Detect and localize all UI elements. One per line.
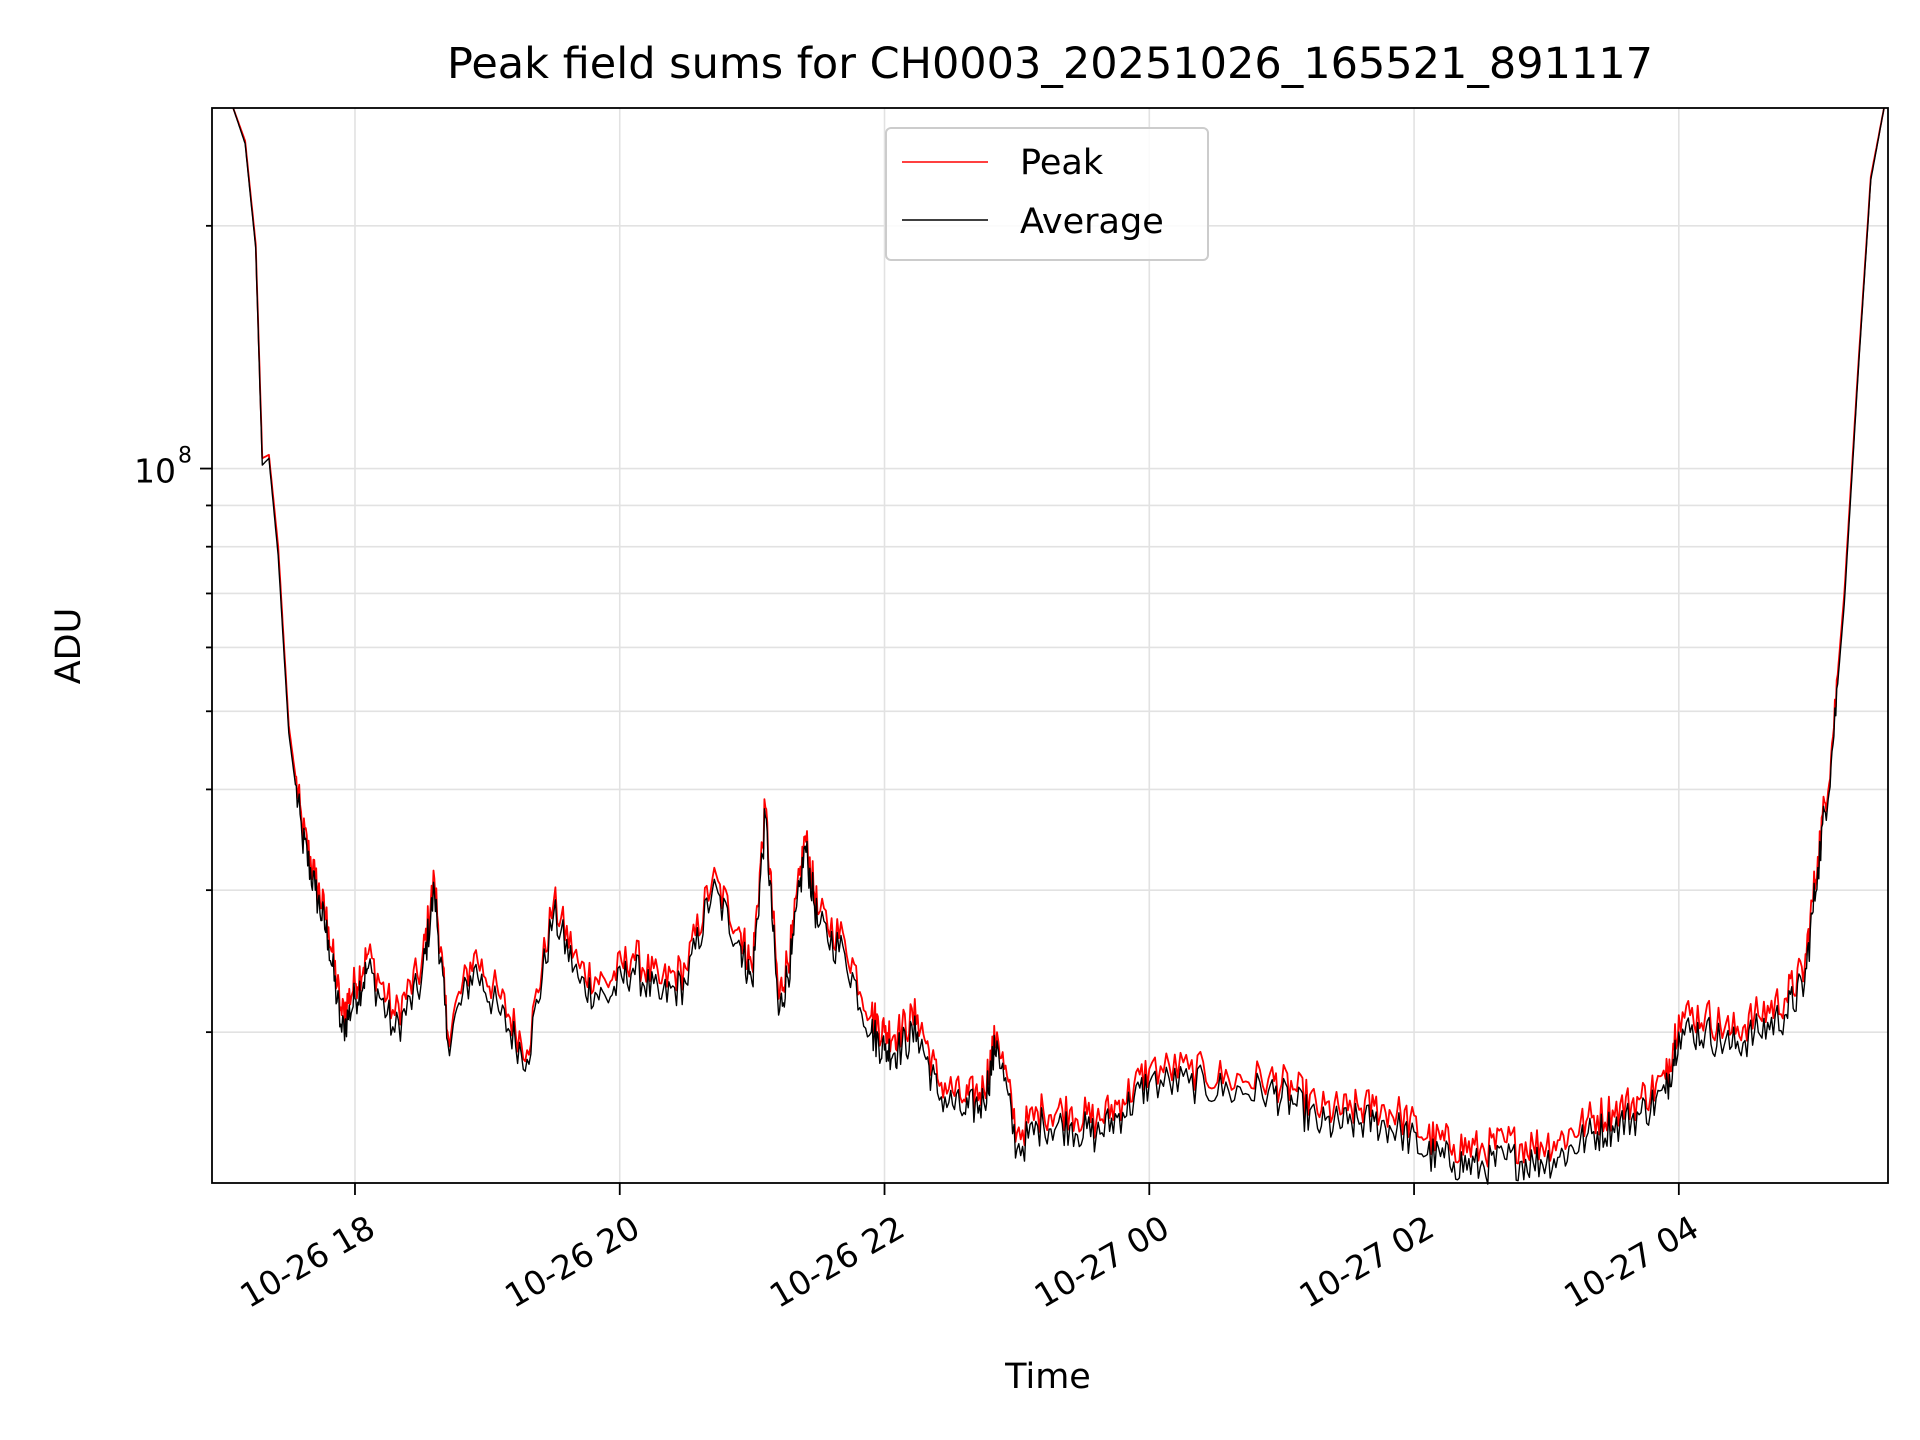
y-tick-label-exponent: 8 [178, 444, 192, 469]
legend: Peak Average [885, 127, 1209, 261]
series-line-peak [232, 107, 1885, 1168]
x-axis-label: Time [1004, 1357, 1091, 1397]
series-layer [232, 107, 1885, 1185]
plot-area [211, 107, 1889, 1184]
series-line-average [232, 107, 1885, 1185]
grid [212, 108, 1888, 1183]
legend-box [885, 127, 1209, 261]
legend-label-average: Average [1020, 202, 1164, 242]
y-axis-label: ADU [49, 608, 89, 685]
legend-label-peak: Peak [1020, 143, 1104, 183]
y-tick-label: 10 [134, 452, 176, 491]
chart-title: Peak field sums for CH0003_20251026_1655… [447, 39, 1653, 89]
